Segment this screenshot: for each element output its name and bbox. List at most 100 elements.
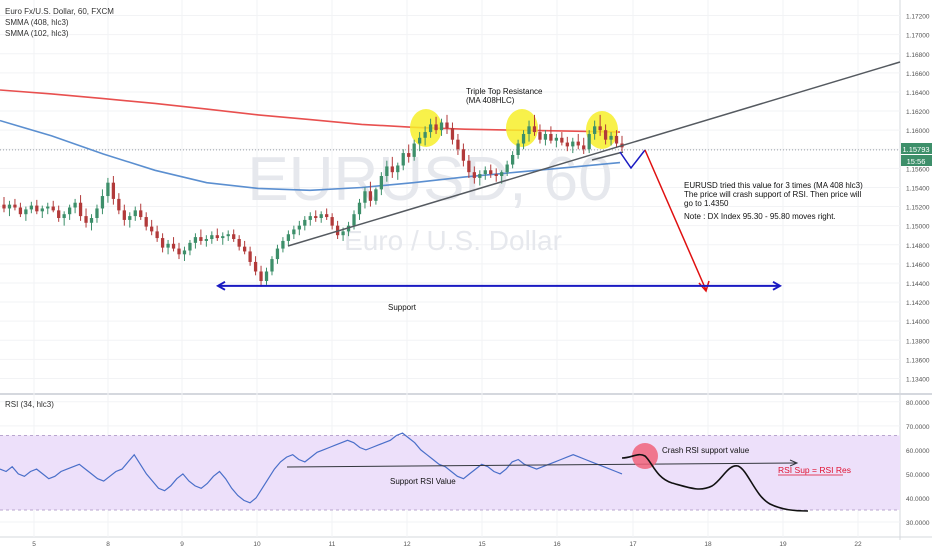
candle[interactable] [472, 166, 476, 184]
candle[interactable] [100, 189, 105, 215]
candle[interactable] [89, 214, 94, 231]
candle[interactable] [390, 156, 394, 178]
candle[interactable] [128, 212, 132, 228]
candle[interactable] [144, 212, 148, 231]
candle[interactable] [576, 133, 580, 150]
candle[interactable] [456, 133, 460, 155]
candle[interactable] [532, 114, 537, 136]
candle[interactable] [182, 246, 187, 261]
candle[interactable] [18, 202, 23, 218]
candle[interactable] [314, 210, 318, 222]
candle[interactable] [78, 195, 83, 221]
candle[interactable] [193, 233, 198, 249]
candle[interactable] [582, 137, 586, 155]
candle[interactable] [281, 237, 285, 253]
ma102-line[interactable] [0, 119, 621, 192]
candle[interactable] [84, 208, 88, 228]
candle[interactable] [538, 124, 542, 144]
candle[interactable] [29, 201, 33, 214]
candle[interactable] [199, 229, 203, 245]
price-pane[interactable] [0, 0, 900, 392]
ascending-trendline[interactable] [287, 61, 901, 247]
candle[interactable] [363, 187, 367, 209]
candle[interactable] [111, 175, 116, 205]
candle[interactable] [598, 114, 602, 136]
rsi-projection-curve[interactable] [621, 453, 809, 512]
candle[interactable] [439, 118, 444, 136]
candle[interactable] [117, 193, 121, 215]
candle[interactable] [24, 206, 28, 221]
candle[interactable] [242, 240, 247, 255]
price-axis[interactable]: 1.17200 1.17000 1.16800 1.16600 1.16400 1.162… [906, 14, 930, 384]
candle[interactable] [461, 143, 466, 167]
candle[interactable] [609, 132, 613, 146]
candle[interactable] [385, 160, 389, 182]
candle[interactable] [510, 151, 515, 169]
candle[interactable] [166, 239, 170, 255]
candle[interactable] [445, 114, 449, 134]
candle[interactable] [450, 122, 455, 145]
candle[interactable] [325, 208, 329, 220]
candle[interactable] [67, 204, 72, 220]
candle[interactable] [95, 204, 99, 223]
candle[interactable] [248, 246, 252, 266]
candle[interactable] [51, 200, 55, 213]
candle[interactable] [237, 235, 241, 251]
candle[interactable] [221, 232, 225, 245]
candle[interactable] [35, 199, 39, 215]
candle[interactable] [13, 198, 17, 211]
candle[interactable] [275, 244, 280, 264]
candle[interactable] [7, 200, 12, 217]
candle[interactable] [543, 130, 548, 146]
candle[interactable] [560, 132, 564, 146]
candle[interactable] [423, 126, 427, 146]
candle[interactable] [210, 231, 214, 244]
candle[interactable] [428, 118, 433, 138]
candle[interactable] [379, 172, 384, 196]
candle[interactable] [505, 160, 509, 176]
candle[interactable] [330, 213, 334, 230]
candle[interactable] [264, 267, 269, 285]
rsi-support-line[interactable] [286, 462, 797, 468]
candle[interactable] [603, 124, 608, 145]
candle[interactable] [232, 229, 236, 242]
candle[interactable] [483, 166, 487, 180]
candle[interactable] [308, 212, 312, 226]
candle[interactable] [412, 139, 416, 161]
candle[interactable] [516, 139, 520, 159]
candle[interactable] [489, 164, 493, 178]
candle[interactable] [188, 239, 192, 256]
candle[interactable] [253, 256, 258, 276]
candle[interactable] [549, 126, 553, 144]
candle[interactable] [160, 233, 165, 253]
candle[interactable] [226, 230, 230, 241]
candle[interactable] [259, 265, 263, 287]
candle[interactable] [478, 170, 482, 186]
candle[interactable] [2, 197, 6, 213]
trendline-segment[interactable] [591, 151, 624, 161]
candle[interactable] [368, 181, 373, 207]
candle[interactable] [171, 237, 176, 252]
candle[interactable] [467, 154, 471, 178]
candle[interactable] [292, 225, 296, 240]
candle[interactable] [122, 204, 126, 226]
candle[interactable] [494, 168, 498, 182]
rsi-line[interactable] [0, 432, 623, 504]
candle[interactable] [106, 177, 110, 203]
candle[interactable] [401, 149, 405, 171]
candle[interactable] [150, 219, 154, 236]
candle[interactable] [133, 206, 137, 221]
candle[interactable] [527, 120, 531, 142]
projection-arrow[interactable] [644, 149, 707, 291]
rsi-axis[interactable]: 80.0000 70.0000 60.0000 50.0000 40.0000 30.00… [906, 400, 930, 527]
candle[interactable] [177, 242, 181, 260]
time-axis[interactable]: 5 8 9 10 11 12 15 16 17 18 19 22 [32, 541, 862, 548]
candle[interactable] [303, 216, 307, 231]
candle[interactable] [57, 205, 61, 222]
candle[interactable] [155, 225, 159, 242]
candle[interactable] [407, 144, 411, 163]
candle[interactable] [62, 211, 66, 226]
candle[interactable] [46, 202, 50, 215]
candle[interactable] [270, 256, 274, 276]
candle[interactable] [297, 220, 301, 236]
